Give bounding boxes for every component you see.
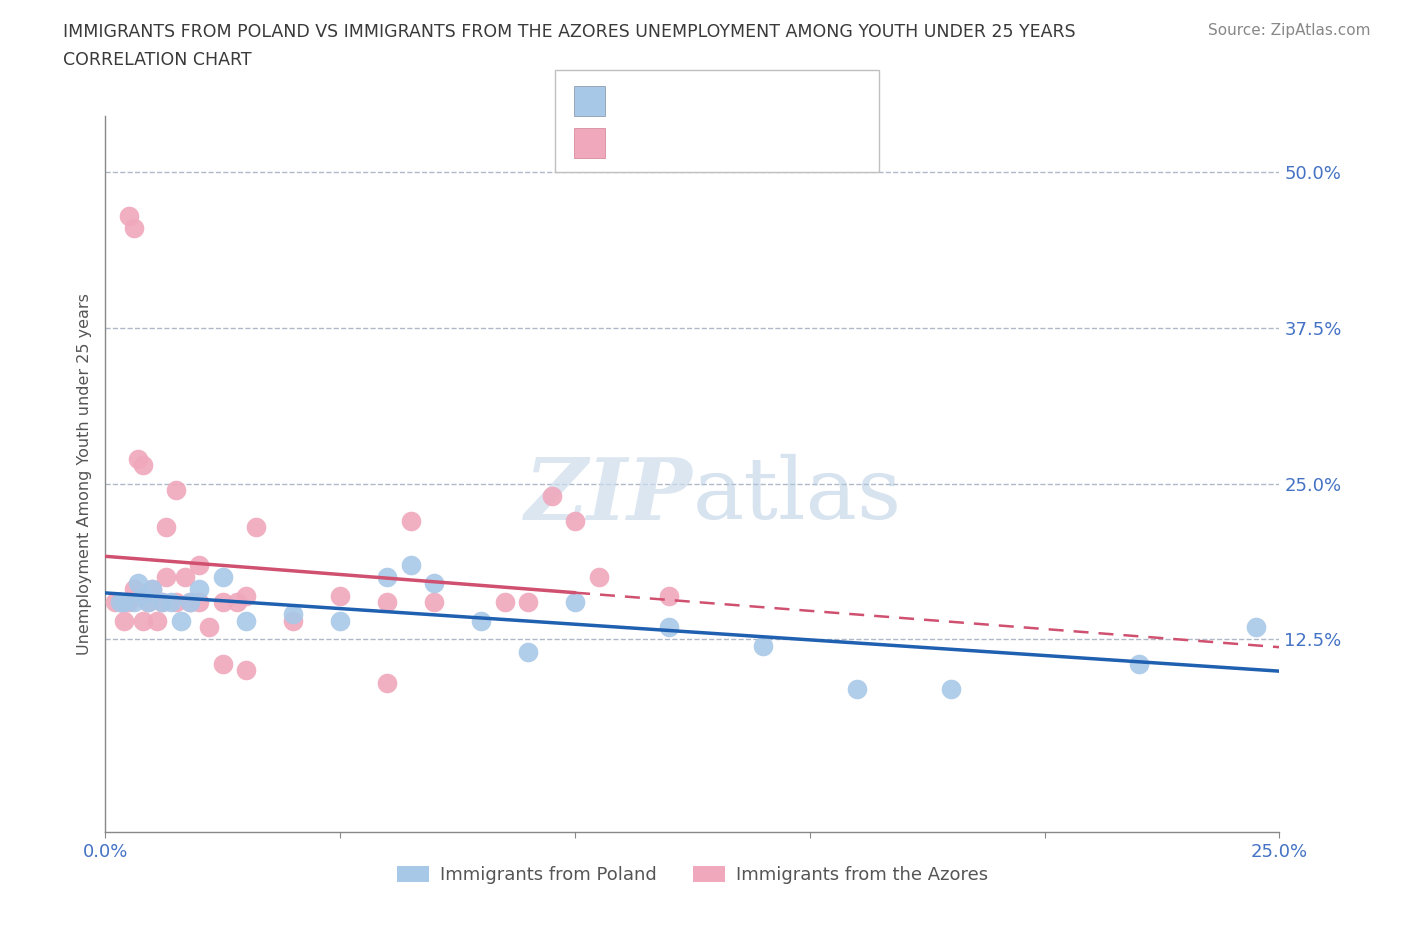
Point	[108, 594, 131, 609]
Point	[211, 569, 233, 584]
Point	[132, 613, 155, 628]
Point	[160, 594, 183, 609]
Point	[104, 594, 127, 609]
Point	[165, 483, 187, 498]
Point	[118, 208, 141, 223]
Point	[540, 488, 562, 503]
Point	[517, 594, 540, 609]
Point	[283, 613, 305, 628]
Point	[658, 589, 681, 604]
Point	[122, 594, 145, 609]
Point	[752, 638, 775, 653]
Point	[146, 613, 169, 628]
Legend: Immigrants from Poland, Immigrants from the Azores: Immigrants from Poland, Immigrants from …	[389, 858, 995, 891]
Point	[564, 594, 586, 609]
Point	[150, 594, 173, 609]
Text: ZIP: ZIP	[524, 454, 693, 538]
Point	[845, 682, 868, 697]
Point	[329, 613, 352, 628]
Point	[165, 594, 187, 609]
Point	[211, 594, 233, 609]
Point	[211, 657, 233, 671]
Point	[494, 594, 516, 609]
Point	[564, 513, 586, 528]
Point	[118, 594, 141, 609]
Point	[399, 557, 422, 572]
Point	[141, 582, 163, 597]
Point	[150, 594, 173, 609]
Point	[658, 619, 681, 634]
Point	[188, 582, 211, 597]
Point	[588, 569, 610, 584]
Point	[235, 589, 257, 604]
Point	[470, 613, 492, 628]
Point	[108, 594, 131, 609]
Point	[136, 594, 159, 609]
Point	[423, 594, 446, 609]
Point	[136, 594, 159, 609]
Point	[122, 221, 145, 236]
Point	[245, 520, 267, 535]
Point	[179, 594, 201, 609]
Point	[174, 569, 197, 584]
Point	[112, 613, 135, 628]
Point	[112, 594, 135, 609]
Point	[226, 594, 249, 609]
Point	[132, 458, 155, 472]
Point	[197, 619, 219, 634]
Text: R = -0.536   N = 28: R = -0.536 N = 28	[614, 91, 804, 110]
Point	[188, 594, 211, 609]
Point	[1128, 657, 1150, 671]
Point	[517, 644, 540, 659]
Point	[127, 589, 149, 604]
Point	[939, 682, 962, 697]
Point	[127, 451, 149, 466]
Point	[169, 613, 191, 628]
Point	[155, 569, 177, 584]
Point	[1244, 619, 1267, 634]
Text: CORRELATION CHART: CORRELATION CHART	[63, 51, 252, 69]
Point	[375, 569, 398, 584]
Point	[127, 576, 149, 591]
Point	[132, 589, 155, 604]
Point	[375, 594, 398, 609]
Point	[188, 557, 211, 572]
Point	[235, 613, 257, 628]
Point	[155, 520, 177, 535]
Text: Source: ZipAtlas.com: Source: ZipAtlas.com	[1208, 23, 1371, 38]
Point	[122, 582, 145, 597]
Point	[375, 675, 398, 690]
Text: atlas: atlas	[693, 454, 901, 538]
Point	[423, 576, 446, 591]
Point	[235, 663, 257, 678]
Y-axis label: Unemployment Among Youth under 25 years: Unemployment Among Youth under 25 years	[76, 293, 91, 656]
Text: R =  0.163   N = 42: R = 0.163 N = 42	[614, 133, 804, 152]
Text: IMMIGRANTS FROM POLAND VS IMMIGRANTS FROM THE AZORES UNEMPLOYMENT AMONG YOUTH UN: IMMIGRANTS FROM POLAND VS IMMIGRANTS FRO…	[63, 23, 1076, 41]
Point	[141, 582, 163, 597]
Point	[179, 594, 201, 609]
Point	[329, 589, 352, 604]
Point	[283, 607, 305, 622]
Point	[399, 513, 422, 528]
